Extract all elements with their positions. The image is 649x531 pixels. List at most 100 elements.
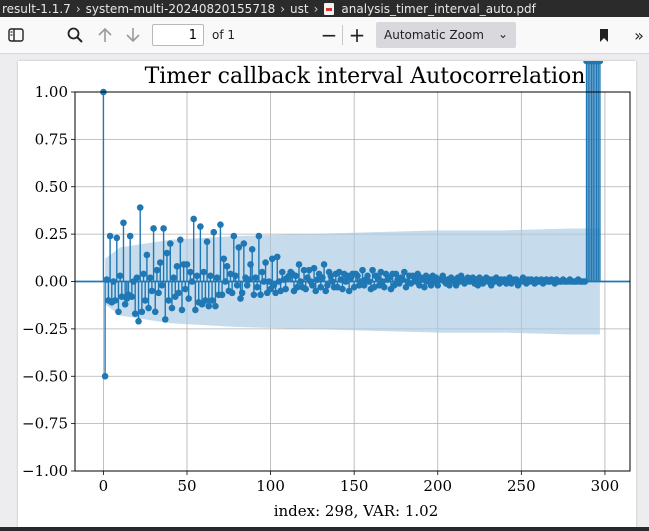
data-point <box>203 238 211 246</box>
data-point <box>192 306 199 314</box>
data-point <box>305 266 313 274</box>
data-point <box>197 223 204 230</box>
data-point <box>165 297 172 304</box>
chevron-down-icon: ⌄ <box>497 27 508 41</box>
data-point <box>153 266 161 274</box>
data-point <box>237 295 244 302</box>
x-tick-label: 50 <box>177 477 196 495</box>
data-point <box>238 289 246 297</box>
y-tick-label: 0.00 <box>35 273 68 291</box>
data-point <box>182 285 189 293</box>
chevron-right-icon: › <box>313 1 319 16</box>
data-point <box>193 272 201 280</box>
data-point <box>272 289 279 297</box>
data-point <box>235 244 243 251</box>
data-point <box>277 287 284 295</box>
data-point <box>297 278 304 285</box>
search-icon <box>67 27 83 43</box>
data-point <box>106 232 114 240</box>
data-point <box>143 251 151 259</box>
data-point <box>183 261 191 268</box>
data-point <box>133 274 141 282</box>
data-point <box>155 289 162 297</box>
data-point <box>205 302 213 310</box>
find-button[interactable] <box>63 24 87 46</box>
chart-markers <box>100 57 604 380</box>
data-point <box>324 281 331 289</box>
data-point <box>252 274 259 282</box>
data-point <box>228 289 236 297</box>
data-point <box>188 278 196 285</box>
previous-page-button[interactable] <box>93 24 117 46</box>
data-point <box>335 268 343 276</box>
zoom-select[interactable]: Automatic Zoom ⌄ <box>376 22 516 48</box>
data-point <box>243 281 251 289</box>
data-point <box>401 268 408 276</box>
breadcrumb-item[interactable]: ust <box>290 1 309 16</box>
data-point <box>135 317 142 325</box>
data-point <box>282 285 289 293</box>
data-point <box>110 278 117 285</box>
zoom-in-button[interactable]: + <box>345 23 369 47</box>
data-point <box>245 276 253 283</box>
data-point <box>208 297 216 304</box>
data-point <box>113 234 121 242</box>
page-number-input[interactable] <box>152 24 204 46</box>
data-point <box>302 285 309 293</box>
data-point <box>359 266 366 274</box>
data-point <box>220 255 228 263</box>
data-point <box>337 276 345 283</box>
bookmark-button[interactable] <box>592 24 616 46</box>
data-point <box>354 272 361 280</box>
y-tick-label: 0.50 <box>35 178 68 196</box>
path-breadcrumb: result-1.1.7 › system-multi-202408201557… <box>0 0 649 17</box>
data-point <box>255 232 263 240</box>
data-point <box>190 215 197 223</box>
data-point <box>247 261 254 268</box>
zoom-out-button[interactable]: − <box>317 23 341 47</box>
x-tick-label: 250 <box>507 477 536 495</box>
data-point <box>319 274 326 282</box>
y-tick-label: 1.00 <box>35 83 68 101</box>
data-point <box>141 297 149 304</box>
breadcrumb-item[interactable]: system-multi-20240820155718 <box>85 1 276 16</box>
tools-menu-button[interactable]: » <box>627 24 649 46</box>
data-point <box>207 272 214 280</box>
x-tick-label: 150 <box>340 477 369 495</box>
data-point <box>342 278 350 285</box>
data-point <box>317 283 325 291</box>
data-point <box>115 308 122 316</box>
page-count-label: of 1 <box>212 28 236 42</box>
toolbar-divider <box>342 25 343 45</box>
data-point <box>278 268 286 276</box>
x-tick-label: 100 <box>256 477 285 495</box>
data-point <box>339 285 346 293</box>
data-point <box>217 221 224 228</box>
data-point <box>145 304 152 312</box>
document-viewer[interactable]: 0 50 100 150 200 250 300 1.00 0.75 0.50 0.25 0.00 −… <box>0 54 649 527</box>
data-point <box>369 266 376 274</box>
sidebar-toggle-button[interactable] <box>4 24 28 46</box>
data-point <box>121 300 129 308</box>
autocorrelation-chart: 0 50 100 150 200 250 300 1.00 0.75 0.50 0.25 0.00 −… <box>22 57 631 520</box>
data-point <box>295 261 303 268</box>
data-point <box>175 289 182 297</box>
data-point <box>390 281 398 289</box>
breadcrumb-item[interactable]: result-1.1.7 <box>2 1 71 16</box>
next-page-button[interactable] <box>121 24 145 46</box>
data-point <box>146 274 154 282</box>
plus-icon: + <box>348 23 366 47</box>
data-point <box>258 268 266 276</box>
data-point <box>294 283 301 291</box>
breadcrumb-file[interactable]: analysis_timer_interval_auto.pdf <box>341 1 536 16</box>
data-point <box>202 297 209 304</box>
x-axis-label: index: 298, VAR: 1.02 <box>274 502 439 520</box>
data-point <box>380 283 388 291</box>
x-tick-label: 200 <box>423 477 452 495</box>
x-tick-label: 300 <box>591 477 620 495</box>
data-point <box>148 287 156 295</box>
y-tick-label: −0.25 <box>22 320 68 338</box>
data-point <box>310 264 318 272</box>
zoom-select-value: Automatic Zoom <box>384 28 484 42</box>
data-point <box>227 270 234 278</box>
